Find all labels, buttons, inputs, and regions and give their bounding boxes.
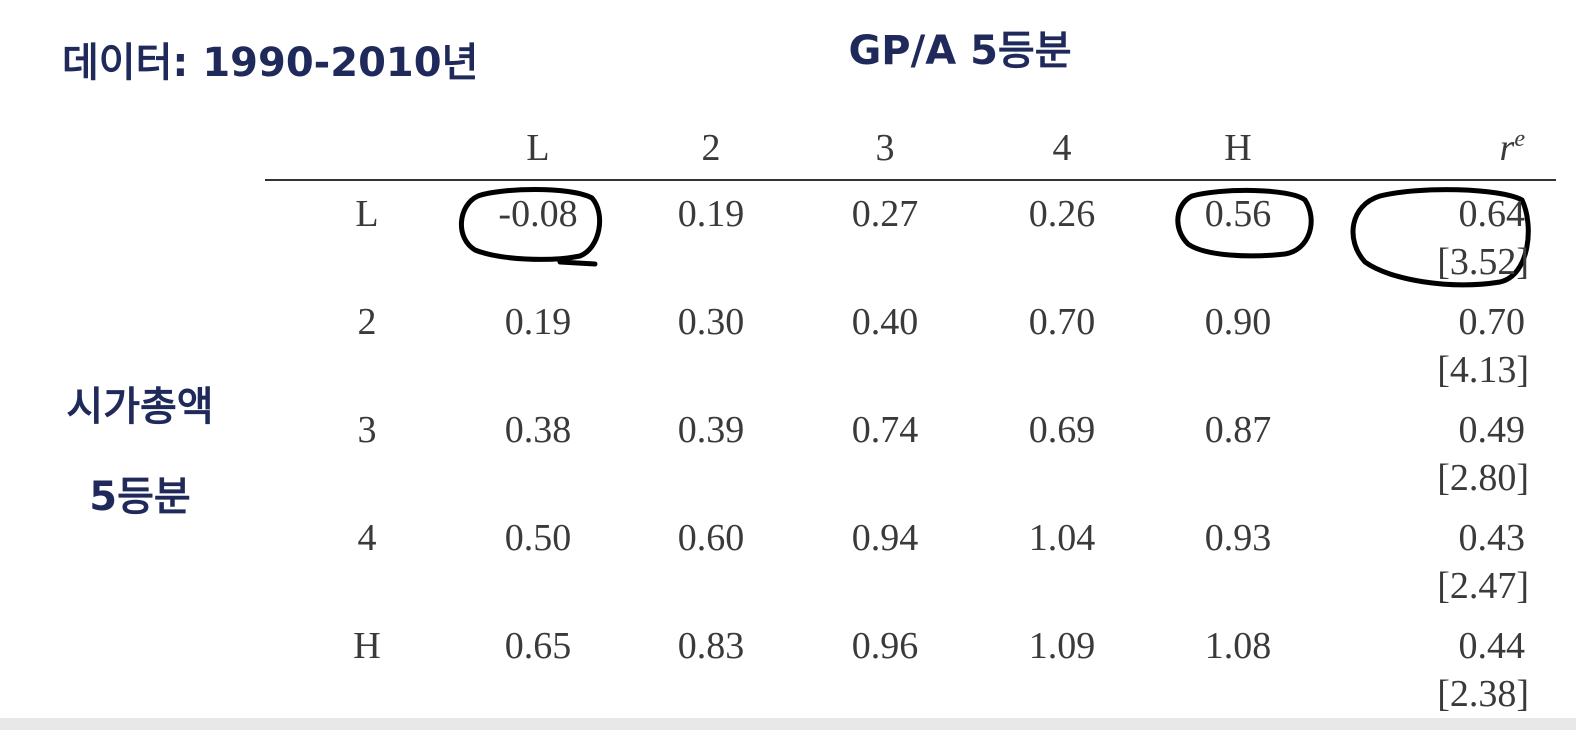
t-stat: [2.38] (1437, 673, 1529, 715)
cell: 0.94 (852, 517, 919, 559)
column-header: re (1500, 126, 1526, 169)
cell: 0.96 (852, 625, 919, 667)
excess-return: 0.64 (1459, 193, 1526, 235)
cell: 0.30 (678, 301, 745, 343)
column-header: 2 (702, 127, 721, 169)
hand-circle (458, 187, 603, 267)
title: 데이터: 1990-2010년 (62, 40, 478, 86)
column-header: L (526, 127, 549, 169)
excess-return: 0.70 (1459, 301, 1526, 343)
cell: 0.26 (1029, 193, 1096, 235)
cell: 0.65 (505, 625, 572, 667)
cell: 0.19 (505, 301, 572, 343)
row-label: L (355, 193, 378, 235)
t-stat: [4.13] (1437, 349, 1529, 391)
row-label: 4 (358, 517, 377, 559)
hand-circle (1350, 187, 1531, 288)
annotations (458, 187, 1531, 288)
cell: 0.19 (678, 193, 745, 235)
excess-return: 0.49 (1459, 409, 1526, 451)
cell: 0.40 (852, 301, 919, 343)
t-stat: [2.47] (1437, 565, 1529, 607)
cell: 0.56 (1205, 193, 1272, 235)
cell: -0.08 (498, 193, 577, 235)
column-header: H (1224, 127, 1251, 169)
column-header: 4 (1053, 127, 1072, 169)
column-header: 3 (876, 127, 895, 169)
header-sup: e (1514, 126, 1525, 152)
bottom-band (0, 718, 1576, 730)
excess-return: 0.43 (1459, 517, 1526, 559)
cell: 0.93 (1205, 517, 1272, 559)
row-title: 5등분 (89, 474, 190, 520)
cell: 0.60 (678, 517, 745, 559)
cell: 1.04 (1029, 517, 1096, 559)
cell: 0.39 (678, 409, 745, 451)
row-title: 시가총액 (66, 384, 213, 430)
row-label: 3 (358, 409, 377, 451)
cell: 1.08 (1205, 625, 1272, 667)
excess-return: 0.44 (1459, 625, 1526, 667)
cell: 0.38 (505, 409, 572, 451)
t-stat: [2.80] (1437, 457, 1529, 499)
header-base: r (1500, 127, 1515, 169)
hand-circle (1175, 187, 1314, 259)
cell: 0.50 (505, 517, 572, 559)
cell: 0.27 (852, 193, 919, 235)
column-title: GP/A 5등분 (848, 28, 1071, 74)
cell: 0.74 (852, 409, 919, 451)
cell: 0.90 (1205, 301, 1272, 343)
cell: 0.69 (1029, 409, 1096, 451)
row-label: H (353, 625, 380, 667)
cell: 0.87 (1205, 409, 1272, 451)
cell: 0.83 (678, 625, 745, 667)
cell: 1.09 (1029, 625, 1096, 667)
row-label: 2 (358, 301, 377, 343)
t-stat: [3.52] (1437, 241, 1529, 283)
cell: 0.70 (1029, 301, 1096, 343)
